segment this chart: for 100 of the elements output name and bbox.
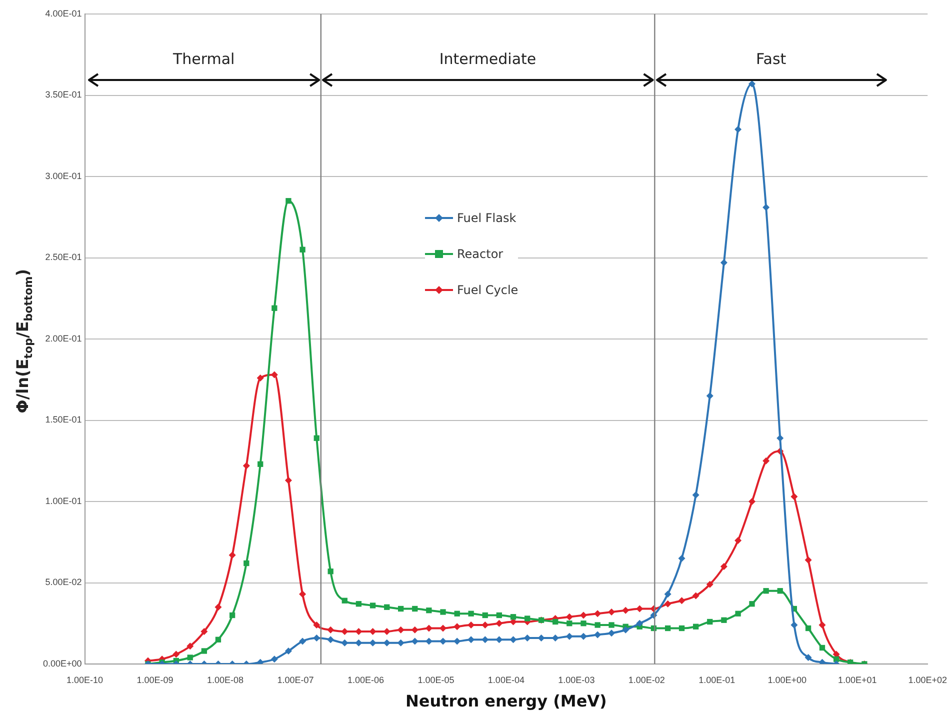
point [314, 435, 320, 441]
x-tick-label: 1.00E-03 [558, 674, 595, 685]
point [482, 612, 488, 618]
point [328, 568, 334, 574]
point [762, 204, 770, 211]
point [327, 636, 334, 644]
x-tick-label: 1.00E-06 [347, 674, 384, 685]
point [384, 604, 390, 610]
annotation: Intermediate [438, 50, 538, 68]
point [244, 560, 250, 566]
point [566, 613, 573, 620]
point [777, 588, 783, 594]
point [524, 616, 530, 622]
x-tick-label: 1.00E-07 [277, 674, 314, 685]
point [608, 608, 616, 616]
point [566, 632, 573, 640]
x-tick-label: 1.00E+00 [768, 674, 807, 685]
point [200, 628, 208, 635]
point [356, 601, 362, 607]
x-tick-label: 1.00E+02 [908, 674, 948, 685]
point [482, 622, 489, 628]
point [538, 634, 545, 642]
point [818, 658, 826, 664]
point [692, 492, 700, 498]
point [496, 636, 503, 644]
point [369, 639, 376, 646]
point [256, 658, 264, 664]
point [440, 624, 447, 632]
point [510, 636, 517, 644]
y-tick-label: 0.00E+00 [42, 658, 82, 668]
point [608, 622, 614, 628]
point [496, 620, 503, 627]
point [692, 624, 699, 630]
point [383, 639, 390, 646]
point [172, 650, 180, 658]
point [313, 622, 320, 628]
point [355, 628, 362, 635]
x-axis-title: Neutron energy (MeV) [406, 692, 607, 711]
point [594, 622, 600, 628]
y-tick-label: 3.50E-01 [45, 90, 82, 100]
point [468, 610, 474, 616]
point [720, 563, 728, 570]
point [440, 609, 446, 615]
legend-label: Fuel Cycle [457, 283, 518, 297]
point [300, 246, 306, 252]
point [804, 654, 812, 661]
point [818, 622, 826, 628]
point [580, 612, 587, 619]
point [383, 628, 390, 635]
point [580, 620, 586, 626]
point [636, 620, 644, 627]
point [552, 634, 559, 642]
point [411, 626, 418, 634]
point [370, 602, 376, 608]
point [440, 638, 447, 645]
point [706, 580, 714, 588]
point [707, 618, 713, 625]
legend-label: Fuel Flask [457, 211, 516, 225]
point [678, 554, 686, 562]
point [636, 605, 644, 612]
point [215, 636, 222, 642]
point [313, 634, 320, 642]
point [342, 598, 348, 604]
annotation: Fast [755, 50, 788, 68]
point [327, 626, 334, 634]
point [186, 642, 194, 650]
point [720, 259, 728, 266]
point [299, 590, 306, 598]
point [804, 556, 812, 564]
point [580, 632, 587, 640]
point [566, 620, 572, 626]
x-tick-label: 1.00E-10 [66, 674, 104, 685]
point [749, 601, 755, 607]
point [482, 636, 489, 644]
point [510, 614, 516, 620]
point [398, 606, 404, 612]
point [622, 626, 630, 634]
point [721, 617, 727, 623]
y-tick-label: 4.00E-01 [45, 8, 82, 18]
point [608, 630, 616, 637]
point [187, 654, 193, 660]
point [341, 639, 348, 646]
point [341, 628, 348, 635]
y-tick-label: 5.00E-02 [45, 577, 82, 588]
point [763, 588, 769, 594]
point [270, 656, 278, 663]
point [706, 392, 714, 400]
x-tick-label: 1.00E-08 [206, 674, 244, 685]
point [664, 590, 672, 598]
point [272, 305, 278, 311]
point [369, 628, 376, 635]
point [284, 476, 292, 484]
point [678, 625, 685, 632]
annotation: Thermal [172, 50, 236, 68]
point [258, 461, 264, 467]
point [776, 434, 784, 442]
point [622, 606, 630, 614]
point [454, 610, 460, 616]
point [299, 638, 306, 645]
point [496, 612, 502, 618]
